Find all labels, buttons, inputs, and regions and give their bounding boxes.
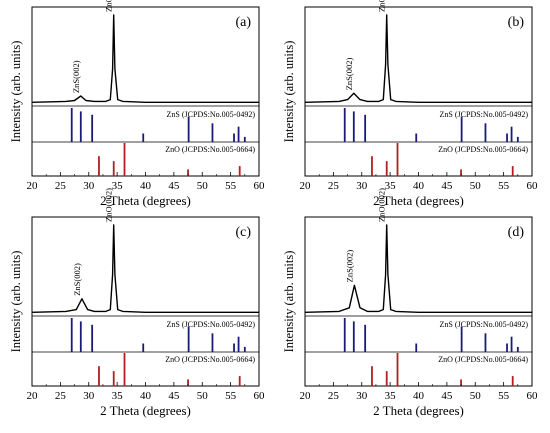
x-tick-label: 60: [527, 180, 539, 192]
x-tick-label: 20: [300, 390, 312, 402]
x-tick-label: 55: [498, 390, 510, 402]
peak-annotation: ZnO(002): [104, 188, 114, 222]
y-axis-label: Intensity (arb. units): [9, 251, 23, 353]
x-tick-label: 20: [27, 390, 39, 402]
panel-c: ZnS(002) ZnO(002) (c) ZnS (JCPDS:No.005-049…: [9, 188, 265, 418]
x-tick-label: 60: [527, 390, 539, 402]
x-tick-label: 50: [470, 390, 482, 402]
x-tick-label: 30: [356, 180, 368, 192]
x-tick-label: 45: [441, 180, 453, 192]
x-tick-label: 55: [225, 180, 237, 192]
x-tick-label: 25: [328, 390, 340, 402]
x-tick-label: 50: [470, 180, 482, 192]
zns-reference-label: ZnS (JCPDS:No.005-0492): [440, 110, 529, 119]
x-tick-label: 40: [140, 180, 152, 192]
x-tick-label: 45: [168, 180, 180, 192]
panel-d: ZnS(002) ZnO(002) (d) ZnS (JCPDS:No.005-049…: [282, 188, 538, 418]
x-tick-label: 30: [83, 390, 95, 402]
panel-label: (d): [508, 225, 525, 240]
x-axis-label: 2 Theta (degrees): [100, 403, 191, 418]
x-tick-label: 35: [112, 390, 124, 402]
panel-label: (a): [235, 15, 251, 30]
x-tick-label: 60: [254, 390, 266, 402]
peak-annotation: ZnS(002): [71, 60, 81, 93]
y-axis-label: Intensity (arb. units): [282, 251, 296, 353]
x-axis-label: 2 Theta (degrees): [373, 403, 464, 418]
x-tick-label: 45: [168, 390, 180, 402]
x-tick-label: 35: [112, 180, 124, 192]
y-axis-label: Intensity (arb. units): [9, 41, 23, 143]
zns-reference-label: ZnS (JCPDS:No.005-0492): [167, 320, 256, 329]
x-tick-label: 35: [385, 390, 397, 402]
x-tick-label: 20: [300, 180, 312, 192]
y-axis-label: Intensity (arb. units): [282, 41, 296, 143]
zno-reference-label: ZnO (JCPDS:No.005-0664): [165, 145, 255, 154]
x-tick-label: 50: [197, 390, 209, 402]
x-tick-label: 55: [498, 180, 510, 192]
peak-annotation: ZnS(002): [344, 250, 354, 283]
x-tick-label: 50: [197, 180, 209, 192]
x-tick-label: 40: [413, 390, 425, 402]
x-tick-label: 35: [385, 180, 397, 192]
x-tick-label: 55: [225, 390, 237, 402]
peak-annotation: ZnS(002): [72, 263, 82, 296]
peak-annotation: ZnO(002): [377, 188, 387, 222]
x-tick-label: 20: [27, 180, 39, 192]
zns-reference-label: ZnS (JCPDS:No.005-0492): [440, 320, 529, 329]
x-axis-label: 2 Theta (degrees): [373, 193, 464, 208]
peak-annotation: ZnO(002): [104, 0, 114, 12]
panel-label: (c): [235, 225, 251, 240]
x-tick-label: 25: [328, 180, 340, 192]
x-tick-label: 40: [140, 390, 152, 402]
zno-reference-label: ZnO (JCPDS:No.005-0664): [438, 355, 528, 364]
x-tick-label: 30: [83, 180, 95, 192]
x-tick-label: 45: [441, 390, 453, 402]
x-tick-label: 40: [413, 180, 425, 192]
xrd-pattern-line: [31, 14, 259, 104]
xrd-pattern-line: [304, 14, 532, 104]
panel-label: (b): [508, 15, 525, 30]
xrd-pattern-line: [31, 224, 259, 313]
x-axis-label: 2 Theta (degrees): [100, 193, 191, 208]
zno-reference-label: ZnO (JCPDS:No.005-0664): [438, 145, 528, 154]
panel-b: ZnS(002) ZnO(002) (b) ZnS (JCPDS:No.005-049…: [282, 0, 538, 208]
peak-annotation: ZnS(002): [344, 58, 354, 91]
x-tick-label: 30: [356, 390, 368, 402]
panel-a: ZnS(002) ZnO(002) (a) ZnS (JCPDS:No.005-049…: [9, 0, 265, 208]
x-tick-label: 25: [55, 180, 67, 192]
x-tick-label: 25: [55, 390, 67, 402]
xrd-pattern-line: [304, 224, 532, 313]
zns-reference-label: ZnS (JCPDS:No.005-0492): [167, 110, 256, 119]
zno-reference-label: ZnO (JCPDS:No.005-0664): [165, 355, 255, 364]
peak-annotation: ZnO(002): [377, 0, 387, 12]
x-tick-label: 60: [254, 180, 266, 192]
